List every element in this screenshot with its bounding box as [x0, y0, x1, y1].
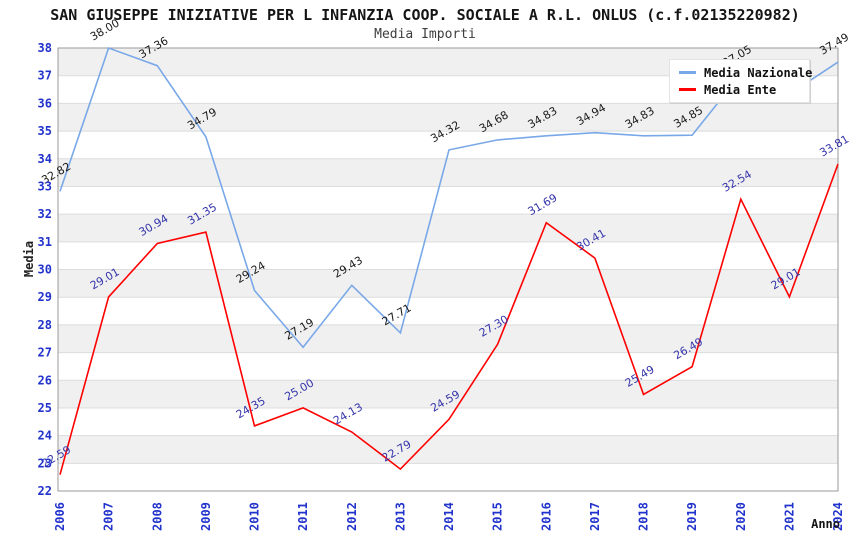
chart-subtitle: Media Importi: [374, 27, 476, 42]
x-tick-label: 2011: [296, 502, 310, 531]
x-tick-label: 2017: [588, 502, 602, 531]
y-tick-label: 37: [38, 69, 52, 83]
legend: Media Nazionale Media Ente: [669, 59, 813, 103]
point-label: 33.81: [817, 132, 850, 159]
y-tick-label: 24: [38, 429, 52, 443]
y-tick-label: 27: [38, 346, 52, 360]
x-tick-label: 2019: [685, 502, 699, 531]
y-tick-label: 38: [38, 41, 52, 55]
x-tick-label: 2024: [831, 502, 845, 531]
x-tick-label: 2012: [345, 502, 359, 531]
grid-bands: [58, 48, 838, 464]
y-tick-label: 36: [38, 96, 52, 110]
x-tick-label: 2009: [199, 502, 213, 531]
x-axis-labels: 2006 2007 2008 2009 2010 2011 2012 2013 2014 2015…: [53, 502, 845, 531]
y-tick-label: 26: [38, 373, 52, 387]
legend-item-media-ente: Media Ente: [679, 81, 809, 98]
x-tick-label: 2018: [637, 502, 651, 531]
series-line-media-ente: [59, 163, 839, 475]
y-tick-label: 23: [38, 456, 52, 470]
y-axis-title: Media: [22, 240, 36, 278]
y-tick-label: 29: [38, 290, 52, 304]
series-line-media-nazionale: [59, 46, 839, 349]
x-axis-title: Anno: [811, 517, 840, 531]
y-tick-label: 30: [38, 263, 52, 277]
legend-label: Media Nazionale: [704, 65, 813, 80]
point-label: 27.71: [380, 301, 414, 328]
y-tick-label: 32: [38, 207, 52, 221]
legend-line-swatch-red: [679, 88, 696, 91]
x-tick-label: 2016: [539, 502, 553, 531]
x-tick-label: 2008: [150, 502, 164, 531]
x-tick-label: 2007: [102, 502, 116, 531]
y-tick-label: 22: [38, 484, 52, 498]
y-tick-label: 25: [38, 401, 52, 415]
legend-line-swatch-blue: [679, 71, 696, 74]
x-tick-label: 2006: [53, 502, 67, 531]
x-tick-label: 2021: [782, 502, 796, 531]
x-tick-label: 2013: [393, 502, 407, 531]
x-tick-label: 2015: [491, 502, 505, 531]
y-tick-label: 31: [38, 235, 52, 249]
y-tick-label: 28: [38, 318, 52, 332]
chart-title: SAN GIUSEPPE INIZIATIVE PER L INFANZIA C…: [50, 6, 800, 24]
legend-label: Media Ente: [704, 82, 777, 97]
x-tick-label: 2020: [734, 502, 748, 531]
legend-item-media-nazionale: Media Nazionale: [679, 64, 813, 81]
x-tick-label: 2010: [248, 502, 262, 531]
y-tick-label: 34: [38, 152, 52, 166]
x-tick-label: 2014: [442, 502, 456, 531]
y-tick-label: 33: [38, 179, 52, 193]
y-axis-labels: 22 23 24 25 26 27 28 29 30 31 32 33 34 35 36 37 38: [38, 41, 52, 498]
plot-border: [57, 47, 839, 492]
y-tick-label: 35: [38, 124, 52, 138]
